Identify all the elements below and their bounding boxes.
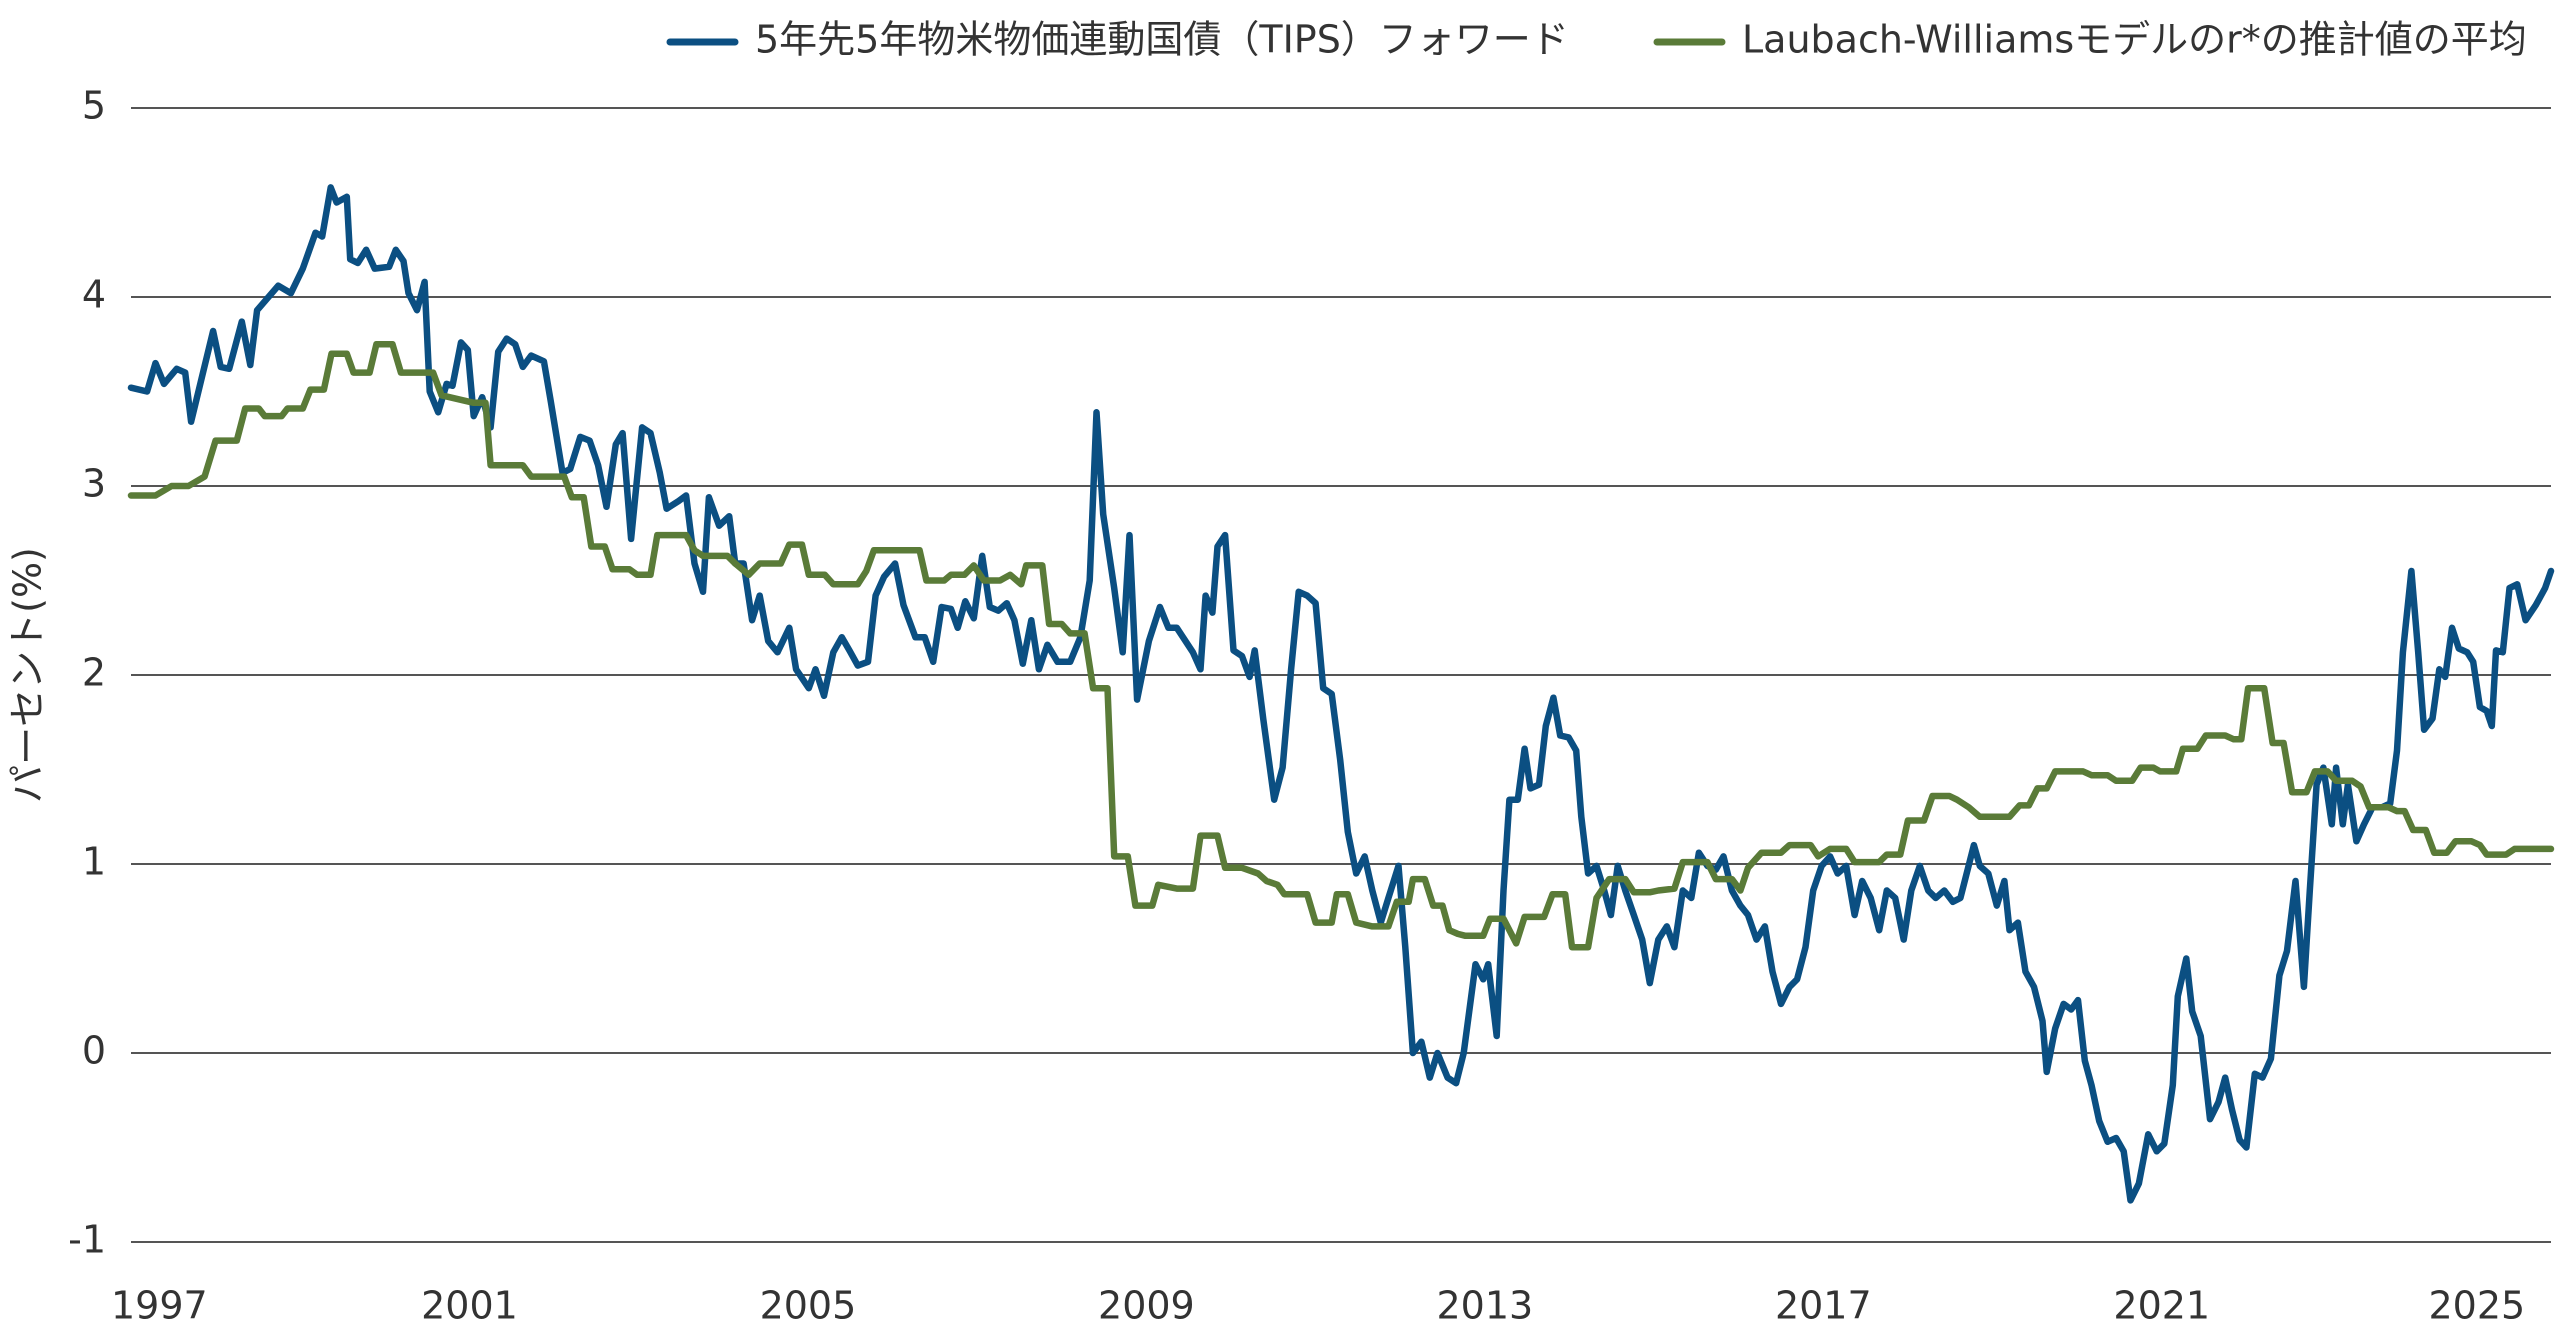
y-tick-label: 0 (82, 1029, 106, 1073)
legend-label: 5年先5年物米物価連動国債（TIPS）フォワード (755, 18, 1569, 62)
y-tick-label: 5 (82, 84, 106, 128)
y-axis-label: パーセント(%) (6, 547, 50, 803)
y-tick-label: 2 (82, 651, 106, 695)
x-tick-label: 2013 (1436, 1284, 1533, 1328)
x-tick-label: 2001 (421, 1284, 518, 1328)
x-tick-label: 2021 (2113, 1284, 2210, 1328)
x-tick-label: 2005 (760, 1284, 857, 1328)
x-tick-label: 2017 (1775, 1284, 1872, 1328)
y-tick-label: 1 (82, 840, 106, 884)
x-tick-label: 1997 (111, 1284, 208, 1328)
y-tick-label: 4 (82, 273, 106, 317)
y-tick-label: -1 (68, 1218, 106, 1262)
legend-label: Laubach-Williamsモデルのr*の推計値の平均 (1742, 18, 2527, 62)
x-tick-label: 2025 (2429, 1284, 2526, 1328)
y-tick-label: 3 (82, 462, 106, 506)
x-tick-label: 2009 (1098, 1284, 1195, 1328)
line-series (127, 341, 2555, 951)
line-series (127, 184, 2555, 1204)
